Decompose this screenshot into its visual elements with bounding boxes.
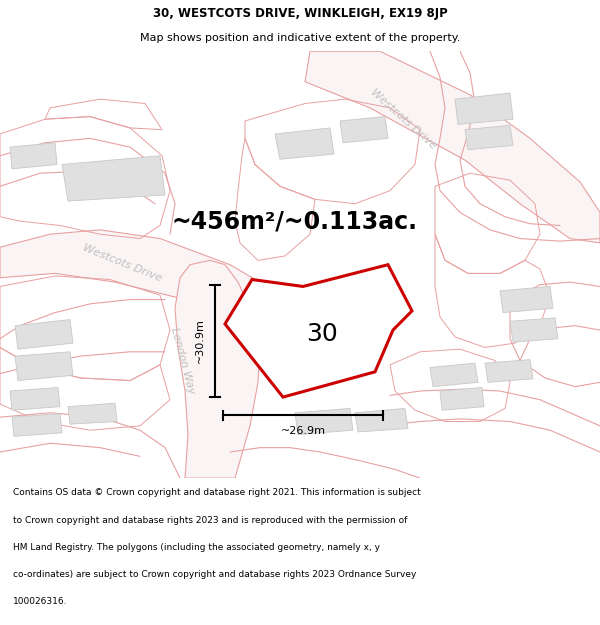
Polygon shape bbox=[175, 261, 260, 478]
Polygon shape bbox=[455, 93, 513, 124]
Text: Westcots Drive: Westcots Drive bbox=[368, 88, 437, 151]
Text: to Crown copyright and database rights 2023 and is reproduced with the permissio: to Crown copyright and database rights 2… bbox=[13, 516, 407, 524]
Polygon shape bbox=[355, 408, 408, 432]
Polygon shape bbox=[15, 319, 73, 349]
Text: Contains OS data © Crown copyright and database right 2021. This information is : Contains OS data © Crown copyright and d… bbox=[13, 488, 421, 498]
Polygon shape bbox=[15, 352, 73, 381]
Polygon shape bbox=[510, 318, 558, 342]
Polygon shape bbox=[10, 142, 57, 169]
Text: 100026316.: 100026316. bbox=[13, 597, 68, 606]
Polygon shape bbox=[440, 388, 484, 410]
Polygon shape bbox=[305, 51, 600, 243]
Polygon shape bbox=[62, 156, 165, 201]
Polygon shape bbox=[12, 414, 62, 436]
Text: 30, WESTCOTS DRIVE, WINKLEIGH, EX19 8JP: 30, WESTCOTS DRIVE, WINKLEIGH, EX19 8JP bbox=[152, 7, 448, 20]
Text: Map shows position and indicative extent of the property.: Map shows position and indicative extent… bbox=[140, 33, 460, 43]
Text: co-ordinates) are subject to Crown copyright and database rights 2023 Ordnance S: co-ordinates) are subject to Crown copyr… bbox=[13, 570, 416, 579]
Text: ~26.9m: ~26.9m bbox=[281, 426, 325, 436]
Text: ~456m²/~0.113ac.: ~456m²/~0.113ac. bbox=[172, 209, 418, 233]
Polygon shape bbox=[465, 125, 513, 150]
Text: Lendon Way: Lendon Way bbox=[169, 326, 197, 395]
Text: HM Land Registry. The polygons (including the associated geometry, namely x, y: HM Land Registry. The polygons (includin… bbox=[13, 542, 380, 552]
Polygon shape bbox=[340, 117, 388, 142]
Text: Westcots Drive: Westcots Drive bbox=[81, 242, 163, 283]
Polygon shape bbox=[295, 408, 353, 434]
Polygon shape bbox=[430, 363, 478, 387]
Polygon shape bbox=[500, 286, 553, 312]
Polygon shape bbox=[0, 230, 270, 312]
Polygon shape bbox=[10, 388, 60, 410]
Polygon shape bbox=[68, 403, 117, 424]
Polygon shape bbox=[225, 265, 412, 397]
Text: 30: 30 bbox=[306, 322, 338, 346]
Polygon shape bbox=[485, 359, 533, 382]
Text: ~30.9m: ~30.9m bbox=[195, 319, 205, 363]
Polygon shape bbox=[275, 128, 334, 159]
